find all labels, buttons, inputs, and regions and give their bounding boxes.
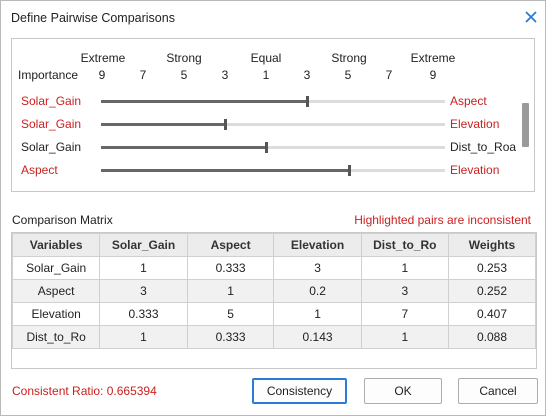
table-cell[interactable]: 1 bbox=[360, 325, 450, 349]
scale-top-label: Strong bbox=[166, 51, 202, 65]
pair-right-label: Elevation bbox=[450, 117, 500, 131]
scale-number: 9 bbox=[429, 68, 437, 82]
table-cell[interactable]: Solar_Gain bbox=[11, 256, 101, 280]
scale-number: 3 bbox=[221, 68, 229, 82]
scale-number: 7 bbox=[385, 68, 393, 82]
pair-left-label: Aspect bbox=[21, 163, 58, 177]
pair-slider[interactable] bbox=[101, 142, 445, 153]
table-cell[interactable]: 0.333 bbox=[99, 302, 188, 326]
slider-fill bbox=[101, 123, 225, 126]
scale-top-label: Extreme bbox=[410, 51, 456, 65]
table-row: Elevation 0.333 5 1 7 0.407 bbox=[11, 302, 536, 326]
table-cell[interactable]: 3 bbox=[99, 279, 188, 303]
consistency-button[interactable]: Consistency bbox=[252, 378, 347, 404]
slider-fill bbox=[101, 169, 349, 172]
table-cell[interactable]: 3 bbox=[273, 256, 362, 280]
inconsistency-warning: Highlighted pairs are inconsistent bbox=[354, 213, 531, 227]
table-cell[interactable]: 0.253 bbox=[448, 256, 536, 280]
pair-slider[interactable] bbox=[101, 119, 445, 130]
comparison-matrix: Variables Solar_Gain Aspect Elevation Di… bbox=[11, 232, 537, 369]
matrix-section-title: Comparison Matrix bbox=[12, 213, 113, 227]
table-cell[interactable]: 7 bbox=[360, 302, 450, 326]
pairwise-panel: Extreme Strong Equal Strong Extreme Impo… bbox=[11, 38, 535, 192]
scale-top-label: Equal bbox=[250, 51, 282, 65]
table-cell[interactable]: Dist_to_Ro bbox=[11, 325, 101, 349]
close-icon[interactable] bbox=[520, 6, 542, 28]
column-header[interactable]: Elevation bbox=[273, 233, 362, 257]
pair-row: Solar_Gain Dist_to_Roa bbox=[12, 137, 520, 157]
scale-number: 3 bbox=[303, 68, 311, 82]
slider-thumb[interactable] bbox=[306, 96, 309, 107]
table-header-row: Variables Solar_Gain Aspect Elevation Di… bbox=[11, 233, 536, 257]
matrix-table: Variables Solar_Gain Aspect Elevation Di… bbox=[11, 233, 536, 349]
table-cell[interactable]: 0.333 bbox=[186, 325, 275, 349]
vertical-scrollbar[interactable] bbox=[519, 101, 531, 187]
pair-row: Aspect Elevation bbox=[12, 160, 520, 180]
title-bar: Define Pairwise Comparisons bbox=[1, 1, 545, 35]
cancel-button[interactable]: Cancel bbox=[458, 378, 538, 404]
slider-thumb[interactable] bbox=[224, 119, 227, 130]
table-cell[interactable]: 0.088 bbox=[448, 325, 536, 349]
pair-slider[interactable] bbox=[101, 96, 445, 107]
slider-fill bbox=[101, 100, 307, 103]
pair-right-label: Dist_to_Roa bbox=[450, 140, 517, 154]
scrollbar-thumb[interactable] bbox=[522, 103, 529, 147]
pair-row: Solar_Gain Elevation bbox=[12, 114, 520, 134]
scale-number: 9 bbox=[98, 68, 106, 82]
column-header[interactable]: Variables bbox=[11, 233, 101, 257]
table-cell[interactable]: 0.252 bbox=[448, 279, 536, 303]
table-cell[interactable]: 0.333 bbox=[186, 256, 275, 280]
table-cell[interactable]: 1 bbox=[186, 279, 275, 303]
table-cell[interactable]: 1 bbox=[99, 325, 188, 349]
slider-thumb[interactable] bbox=[348, 165, 351, 176]
column-header[interactable]: Weights bbox=[448, 233, 536, 257]
pair-left-label: Solar_Gain bbox=[21, 140, 82, 154]
scale-top-label: Extreme bbox=[80, 51, 126, 65]
scale-number: 5 bbox=[180, 68, 188, 82]
scale-number: 7 bbox=[139, 68, 147, 82]
table-cell[interactable]: 1 bbox=[360, 256, 450, 280]
slider-thumb[interactable] bbox=[265, 142, 268, 153]
table-row: Aspect 3 1 0.2 3 0.252 bbox=[11, 279, 536, 303]
ok-button[interactable]: OK bbox=[364, 378, 442, 404]
column-header[interactable]: Solar_Gain bbox=[99, 233, 188, 257]
table-row: Dist_to_Ro 1 0.333 0.143 1 0.088 bbox=[11, 325, 536, 349]
table-cell[interactable]: 0.407 bbox=[448, 302, 536, 326]
pair-right-label: Elevation bbox=[450, 163, 500, 177]
scale-number: 5 bbox=[344, 68, 352, 82]
scale-top-label: Strong bbox=[331, 51, 367, 65]
consistency-ratio: Consistent Ratio: 0.665394 bbox=[12, 384, 157, 398]
table-cell[interactable]: 1 bbox=[99, 256, 188, 280]
column-header[interactable]: Dist_to_Ro bbox=[360, 233, 450, 257]
pair-right-label: Aspect bbox=[450, 94, 487, 108]
pair-left-label: Solar_Gain bbox=[21, 94, 82, 108]
table-cell[interactable]: Elevation bbox=[11, 302, 101, 326]
table-cell[interactable]: 3 bbox=[360, 279, 450, 303]
table-row: Solar_Gain 1 0.333 3 1 0.253 bbox=[11, 256, 536, 280]
importance-label: Importance bbox=[18, 68, 79, 82]
table-cell[interactable]: 1 bbox=[273, 302, 362, 326]
column-header[interactable]: Aspect bbox=[186, 233, 275, 257]
table-cell[interactable]: 5 bbox=[186, 302, 275, 326]
dialog-title: Define Pairwise Comparisons bbox=[11, 11, 175, 25]
table-cell[interactable]: Aspect bbox=[11, 279, 101, 303]
table-cell[interactable]: 0.2 bbox=[273, 279, 362, 303]
pair-slider[interactable] bbox=[101, 165, 445, 176]
slider-fill bbox=[101, 146, 266, 149]
pair-row: Solar_Gain Aspect bbox=[12, 91, 520, 111]
pair-left-label: Solar_Gain bbox=[21, 117, 82, 131]
scale-number: 1 bbox=[262, 68, 270, 82]
table-cell[interactable]: 0.143 bbox=[273, 325, 362, 349]
